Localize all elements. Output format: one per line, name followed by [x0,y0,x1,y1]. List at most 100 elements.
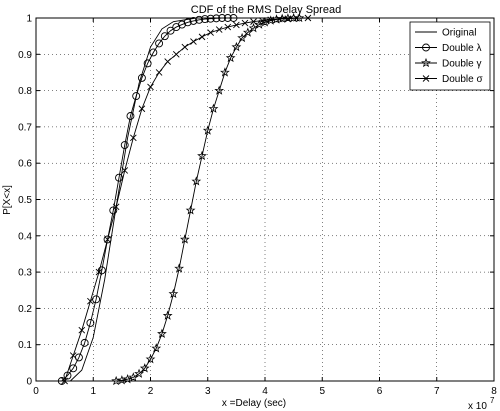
data-point [138,105,146,113]
data-point [172,50,180,58]
y-tick-label: 0.5 [18,195,32,206]
data-point [162,310,173,320]
data-point [132,92,141,100]
x-tick-label: 8 [491,386,497,397]
data-point [220,67,230,77]
legend-item: Original [415,28,476,39]
data-point [214,85,225,95]
data-point [168,288,179,299]
x-tick-label: 7 [434,386,440,397]
data-point [200,15,209,24]
data-point [69,352,77,359]
x-multiplier-label: x 10 [468,401,487,411]
data-point [143,59,152,68]
data-point [115,173,123,182]
data-point [121,167,129,174]
x-tick-label: 2 [148,386,154,397]
data-point [95,268,103,276]
legend-label: Double γ [442,59,481,70]
data-point [242,27,253,37]
data-point [145,354,156,364]
data-point [248,23,259,33]
y-axis-ticks: 0 0.1 0.2 0.3 0.4 0.5 0.6 0.7 0.8 0.9 1 [18,14,494,388]
legend-label: Double σ [442,74,483,85]
data-point [97,266,106,275]
y-tick-label: 0 [26,377,32,388]
data-point [215,26,223,33]
series-line [61,17,234,382]
data-point [231,41,242,52]
data-point [109,206,118,215]
legend-label: Double λ [442,43,481,54]
x-axis-label: x =Delay (sec) [222,398,286,409]
data-point [151,343,162,353]
data-point [179,234,190,244]
legend-marker [421,57,431,68]
data-point [164,58,171,65]
data-point [254,19,265,29]
y-tick-label: 0.2 [18,304,32,315]
series-3 [61,14,312,385]
data-point [207,29,214,36]
data-point [208,103,219,113]
data-point [149,48,158,57]
x-tick-label: 6 [377,386,383,397]
data-point [103,235,112,244]
data-point [137,73,146,82]
y-tick-label: 1 [26,14,32,25]
legend-marker [422,43,430,52]
x-tick-label: 4 [262,386,268,397]
data-point [284,15,292,23]
data-point [258,17,266,24]
data-point [155,39,164,48]
data-point [69,364,78,373]
legend-item: Double λ [415,43,481,54]
data-point [225,52,236,63]
legend-label: Original [442,28,476,39]
y-tick-label: 0.7 [18,122,32,133]
data-point [80,338,89,347]
data-point [190,38,197,45]
series-layer [57,12,312,386]
data-point [160,32,169,41]
data-point [112,203,120,211]
data-point [87,297,94,305]
data-point [250,18,257,25]
data-point [147,83,154,91]
data-point [191,176,202,186]
x-axis-ticks: 0 1 2 3 4 5 6 7 8 [33,18,497,397]
y-tick-label: 0.4 [18,231,32,242]
data-point [130,134,137,142]
data-point [181,43,189,51]
legend-marker [422,75,430,82]
data-point [174,263,185,273]
data-point [206,14,215,23]
y-tick-label: 0.9 [18,50,32,61]
data-point [185,205,196,215]
x-tick-label: 0 [33,386,39,397]
legend-item: Double σ [415,74,483,85]
data-point [128,372,139,382]
y-tick-label: 0.6 [18,159,32,170]
data-point [198,33,206,41]
data-point [120,141,129,150]
data-point [139,363,150,373]
y-tick-label: 0.8 [18,86,32,97]
y-tick-label: 0.1 [18,340,32,351]
data-point [224,23,232,31]
data-point [202,125,213,135]
x-tick-label: 5 [319,386,325,397]
data-point [189,16,198,25]
data-point [86,318,95,327]
legend: Original Double λ Double γ Double σ [409,21,491,91]
chart-title: CDF of the RMS Delay Spread [191,4,341,16]
data-point [294,12,305,23]
data-point [178,20,186,29]
data-point [126,112,135,120]
data-point [166,26,175,35]
data-point [197,150,207,161]
data-point [157,328,167,338]
data-point [104,236,111,243]
series-1 [57,14,238,385]
